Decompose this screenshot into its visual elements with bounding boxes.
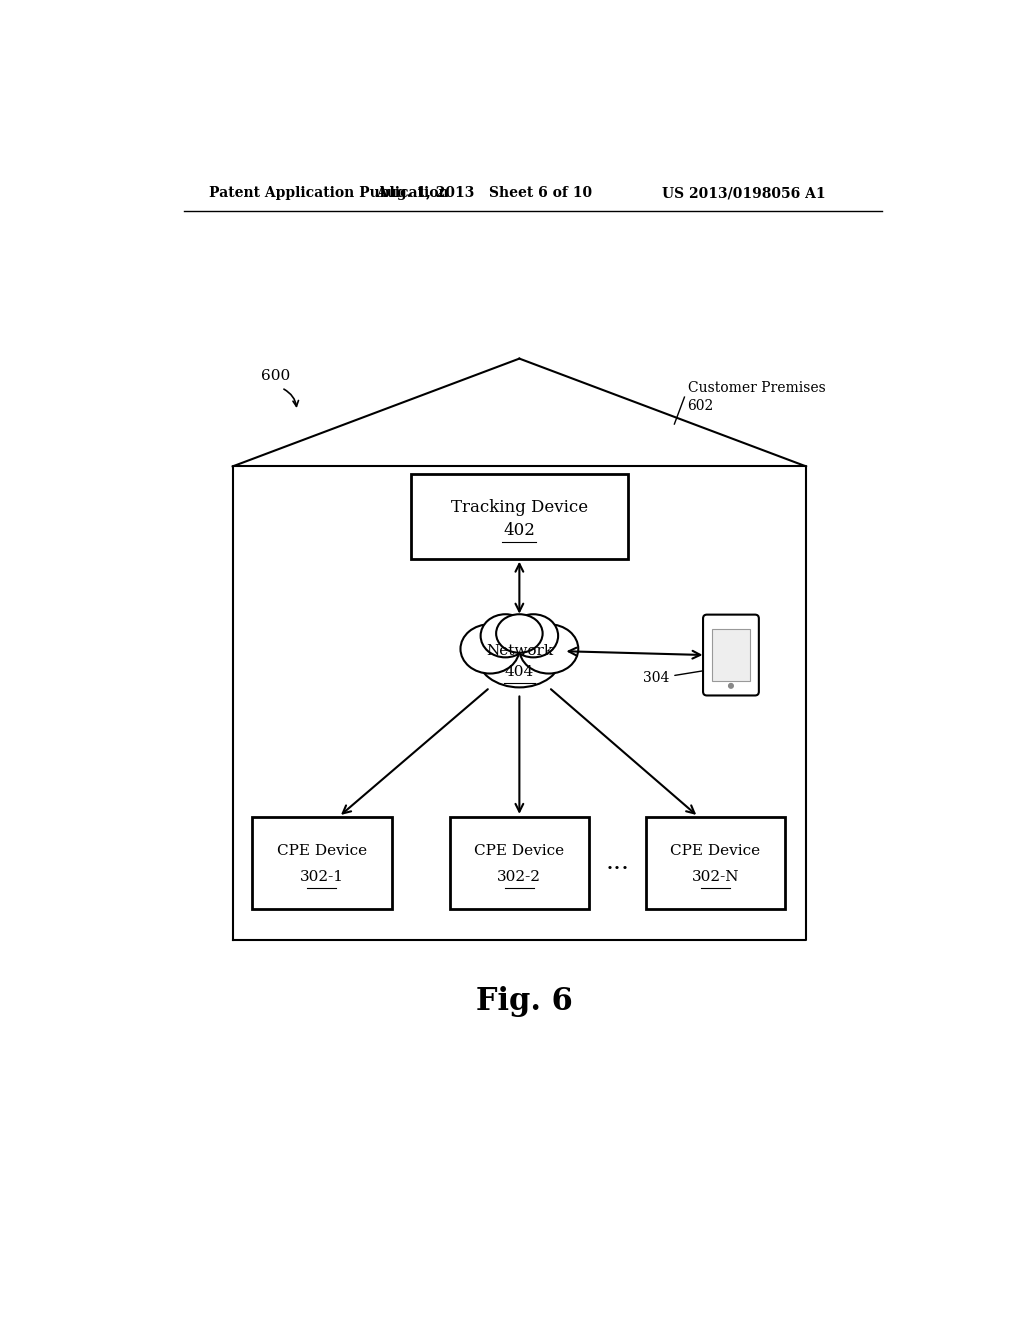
Ellipse shape	[519, 624, 579, 673]
Bar	[713, 630, 750, 681]
Text: 302-2: 302-2	[498, 870, 542, 884]
Text: Aug. 1, 2013   Sheet 6 of 10: Aug. 1, 2013 Sheet 6 of 10	[377, 186, 593, 201]
Circle shape	[729, 684, 733, 688]
Text: Customer Premises: Customer Premises	[687, 381, 825, 395]
Text: 404: 404	[505, 665, 534, 678]
FancyBboxPatch shape	[703, 615, 759, 696]
Text: Network: Network	[485, 644, 553, 659]
Bar	[646, 817, 785, 909]
Ellipse shape	[496, 614, 543, 653]
Text: ...: ...	[606, 851, 630, 874]
Text: Tracking Device: Tracking Device	[451, 499, 588, 516]
Text: Patent Application Publication: Patent Application Publication	[209, 186, 449, 201]
Text: 302-1: 302-1	[300, 870, 344, 884]
Bar	[252, 817, 391, 909]
Ellipse shape	[480, 614, 530, 657]
Bar	[411, 474, 628, 558]
Text: CPE Device: CPE Device	[671, 845, 761, 858]
Text: CPE Device: CPE Device	[474, 845, 564, 858]
Ellipse shape	[509, 614, 558, 657]
Ellipse shape	[461, 624, 519, 673]
Bar	[450, 817, 589, 909]
Ellipse shape	[477, 623, 562, 688]
Text: 304: 304	[643, 671, 669, 685]
Text: US 2013/0198056 A1: US 2013/0198056 A1	[662, 186, 825, 201]
Text: 602: 602	[687, 400, 714, 413]
Text: 402: 402	[504, 521, 536, 539]
Text: 302-N: 302-N	[691, 870, 739, 884]
Text: CPE Device: CPE Device	[276, 845, 367, 858]
Text: 600: 600	[261, 368, 291, 383]
Text: Fig. 6: Fig. 6	[476, 986, 573, 1016]
